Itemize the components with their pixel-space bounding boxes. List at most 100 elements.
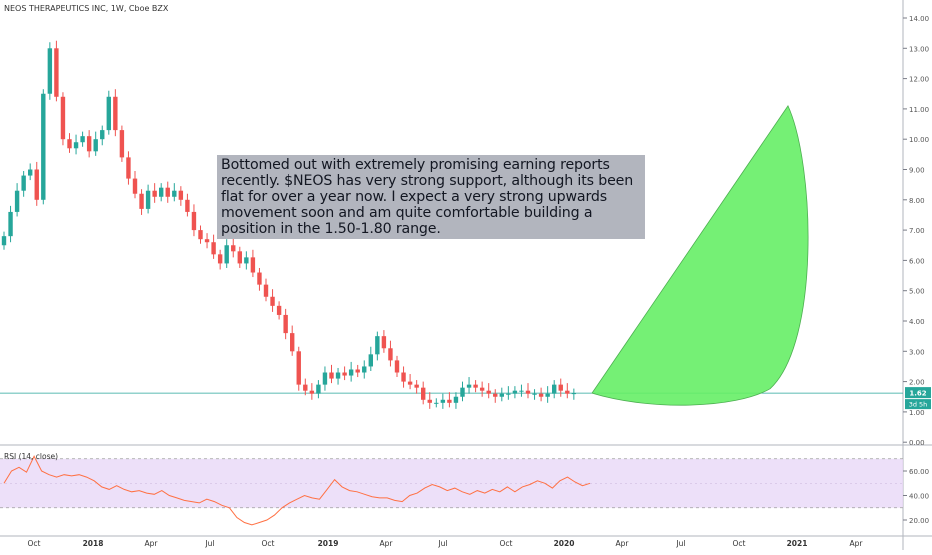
candle-body bbox=[316, 384, 321, 394]
candle-body bbox=[1, 236, 7, 246]
candle-body bbox=[499, 393, 504, 397]
candle-body bbox=[486, 390, 491, 394]
countdown-value: 3d 5h bbox=[909, 401, 928, 409]
candle-body bbox=[355, 369, 360, 373]
candle-body bbox=[519, 390, 524, 392]
price-tick-label: 4.00 bbox=[909, 318, 925, 326]
candle-body bbox=[538, 393, 544, 397]
price-tick-label: 7.00 bbox=[909, 227, 925, 235]
candle-body bbox=[558, 384, 563, 391]
projection-area bbox=[591, 105, 809, 406]
candle-body bbox=[479, 387, 485, 391]
candle-body bbox=[401, 372, 406, 382]
candle-body bbox=[276, 305, 282, 315]
price-tick-label: 1.00 bbox=[909, 409, 925, 417]
candle-body bbox=[421, 387, 426, 400]
candle-body bbox=[100, 130, 105, 140]
time-tick-label: 2019 bbox=[318, 539, 339, 548]
candle-body bbox=[375, 336, 380, 355]
candle-body bbox=[329, 372, 334, 379]
time-tick-label: Oct bbox=[262, 539, 275, 548]
candle-body bbox=[119, 130, 125, 158]
candle-body bbox=[525, 390, 531, 394]
candle-body bbox=[198, 230, 203, 240]
price-tick-label: 8.00 bbox=[909, 197, 925, 205]
candle-body bbox=[447, 399, 452, 403]
candle-body bbox=[473, 384, 478, 388]
candle-body bbox=[270, 296, 275, 306]
candle-body bbox=[191, 211, 197, 231]
countdown-badge bbox=[905, 399, 931, 410]
candle-body bbox=[296, 351, 301, 385]
candle-body bbox=[47, 48, 53, 94]
candle-body bbox=[60, 96, 66, 140]
candle-body bbox=[152, 190, 157, 197]
candle-body bbox=[388, 348, 393, 361]
time-tick-label: Jul bbox=[437, 539, 447, 548]
price-tick-label: 6.00 bbox=[909, 257, 925, 265]
price-tick-label: 3.00 bbox=[909, 348, 925, 356]
candle-layer bbox=[1, 40, 577, 409]
time-tick-label: Apr bbox=[616, 539, 630, 548]
symbol-title[interactable]: NEOS THERAPEUTICS INC, 1W, Cboe BZX bbox=[4, 4, 169, 13]
candle-body bbox=[139, 193, 144, 209]
candle-body bbox=[466, 384, 472, 388]
time-tick-label: Apr bbox=[380, 539, 394, 548]
candle-body bbox=[211, 242, 216, 255]
time-tick-label: 2018 bbox=[83, 539, 104, 548]
price-tick-label: 11.00 bbox=[909, 106, 929, 114]
candle-body bbox=[322, 372, 328, 385]
candle-body bbox=[565, 390, 570, 394]
candle-body bbox=[257, 272, 262, 285]
candle-body bbox=[427, 399, 432, 403]
candle-body bbox=[41, 93, 46, 200]
candle-body bbox=[434, 402, 439, 404]
candle-body bbox=[93, 139, 98, 152]
rsi-tick-label: 60.00 bbox=[909, 468, 929, 476]
rsi-line bbox=[3, 455, 591, 526]
candle-body bbox=[532, 393, 537, 395]
time-tick-label: Apr bbox=[850, 539, 864, 548]
candle-body bbox=[283, 314, 288, 334]
candle-body bbox=[263, 284, 269, 297]
candle-body bbox=[394, 360, 400, 373]
price-tick-label: 14.00 bbox=[909, 15, 929, 23]
candle-body bbox=[34, 169, 39, 200]
candle-body bbox=[368, 354, 373, 367]
candle-body bbox=[250, 257, 256, 273]
price-tick-label: 13.00 bbox=[909, 45, 929, 53]
candle-body bbox=[217, 254, 223, 264]
candle-body bbox=[506, 393, 511, 395]
time-tick-label: 2021 bbox=[787, 539, 808, 548]
candle-body bbox=[545, 393, 550, 397]
annotation-text-box[interactable]: Bottomed out with extremely promising ea… bbox=[217, 155, 645, 239]
candle-body bbox=[303, 384, 308, 391]
candle-body bbox=[460, 387, 465, 397]
candle-body bbox=[172, 190, 177, 197]
time-tick-label: Oct bbox=[733, 539, 746, 548]
price-tick-label: 10.00 bbox=[909, 136, 929, 144]
candle-body bbox=[362, 366, 367, 373]
projection-layer bbox=[591, 105, 809, 406]
last-price-value: 1.62 bbox=[909, 390, 926, 398]
candle-body bbox=[552, 384, 557, 394]
rsi-title[interactable]: RSI (14, close) bbox=[4, 452, 59, 461]
price-tick-label: 5.00 bbox=[909, 288, 925, 296]
candle-body bbox=[106, 96, 111, 131]
candle-body bbox=[54, 48, 59, 97]
candle-body bbox=[145, 190, 151, 209]
candle-body bbox=[28, 169, 33, 176]
time-tick-label: Oct bbox=[500, 539, 513, 548]
candle-body bbox=[113, 96, 118, 131]
candle-body bbox=[348, 369, 354, 376]
price-tick-label: 12.00 bbox=[909, 76, 929, 84]
candle-body bbox=[342, 372, 347, 376]
candle-body bbox=[335, 372, 341, 379]
candle-body bbox=[290, 333, 295, 352]
candle-body bbox=[453, 396, 459, 403]
candle-body bbox=[244, 257, 249, 264]
time-tick-label: 2020 bbox=[554, 539, 575, 548]
candle-body bbox=[126, 157, 131, 179]
